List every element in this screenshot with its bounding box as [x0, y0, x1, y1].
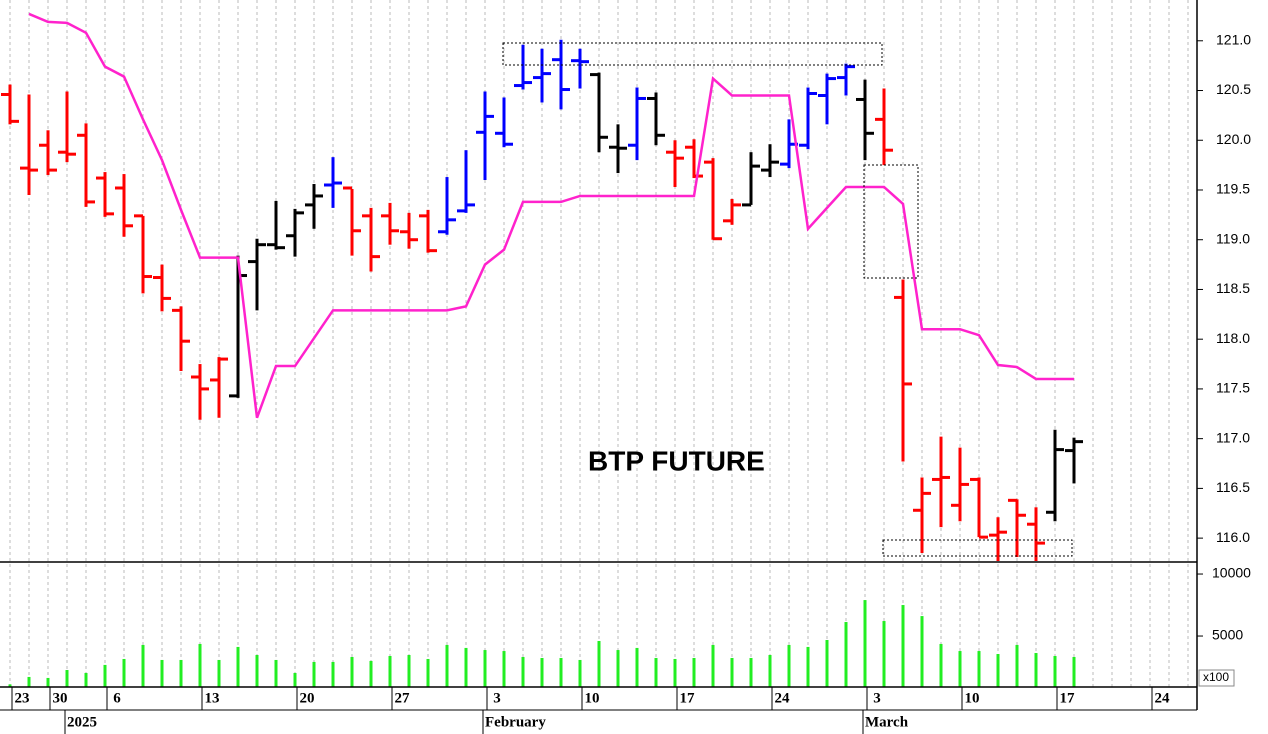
x-tick-label: 13 [205, 690, 220, 706]
volume-bar [654, 657, 658, 687]
range-box [882, 539, 1073, 557]
volume-bar [445, 644, 449, 687]
volume-bar [65, 670, 69, 687]
month-label: February [485, 714, 546, 730]
volume-bar [312, 661, 316, 687]
volume-bar [350, 656, 354, 687]
x-tick-label: 3 [873, 690, 881, 706]
volume-bar [236, 646, 240, 687]
volume-bar [958, 651, 962, 687]
volume-bar [331, 661, 335, 687]
volume-bar [844, 622, 848, 687]
volume-bar [806, 646, 810, 687]
volume-bar [141, 644, 145, 687]
volume-bar [578, 659, 582, 687]
x-tick-label: 17 [680, 690, 696, 706]
volume-bar [749, 657, 753, 687]
month-label: March [865, 714, 909, 730]
y-tick-label: 120.0 [1216, 131, 1251, 147]
volume-bar [730, 657, 734, 687]
volume-bar [8, 684, 12, 687]
x-tick-label: 6 [113, 690, 121, 706]
y-tick-label: 10000 [1212, 565, 1251, 581]
range-box [502, 42, 883, 66]
volume-bar [692, 657, 696, 687]
volume-bar [521, 656, 525, 687]
volume-bar [483, 650, 487, 687]
volume-bar [122, 658, 126, 687]
month-label: 2025 [67, 714, 97, 730]
y-tick-label: 118.5 [1216, 280, 1250, 296]
volume-bar [84, 672, 88, 687]
y-tick-label: 116.5 [1216, 479, 1250, 495]
x-tick-label: 17 [1060, 690, 1076, 706]
y-tick-label: 120.5 [1216, 81, 1251, 97]
volume-bar [825, 640, 829, 687]
x-tick-label: 30 [53, 690, 68, 706]
volume-bar [46, 677, 50, 687]
volume-bar [635, 647, 639, 687]
volume-bar [559, 657, 563, 687]
y-tick-label: 119.0 [1216, 230, 1250, 246]
range-box [863, 164, 919, 279]
x-tick-label: 23 [15, 690, 30, 706]
x-tick-label: 10 [965, 690, 980, 706]
x-tick-label: 20 [300, 690, 315, 706]
x-tick-label: 10 [585, 690, 600, 706]
volume-bar [920, 616, 924, 687]
volume-bar [616, 650, 620, 687]
unit-box [1198, 669, 1235, 687]
volume-bar [179, 659, 183, 687]
volume-bar [1072, 656, 1076, 687]
stop-line [28, 12, 1074, 419]
volume-bar [711, 644, 715, 687]
y-tick-label: 118.0 [1216, 330, 1250, 346]
volume-bar [369, 660, 373, 687]
volume-bar [198, 643, 202, 687]
volume-bar [464, 647, 468, 687]
y-tick-label: 121.0 [1216, 31, 1251, 47]
volume-bar [996, 654, 1000, 687]
volume-bar [768, 655, 772, 687]
volume-bar [597, 640, 601, 687]
volume-bar [863, 600, 867, 687]
volume-bar [787, 644, 791, 687]
x-tick-label: 24 [1155, 690, 1171, 706]
volume-bar [673, 658, 677, 687]
volume-bar [407, 655, 411, 687]
volume-bar [1053, 655, 1057, 687]
x-tick-label: 24 [775, 690, 791, 706]
volume-bar [1015, 644, 1019, 687]
volume-bar [274, 659, 278, 687]
y-tick-label: 117.5 [1216, 380, 1250, 396]
y-tick-label: 116.0 [1216, 529, 1250, 545]
volume-bar [293, 672, 297, 687]
y-tick-label: 117.0 [1216, 429, 1250, 445]
volume-bar [882, 621, 886, 687]
volume-bar [540, 657, 544, 687]
x-tick-label: 27 [395, 690, 411, 706]
x-tick-label: 3 [493, 690, 501, 706]
volume-bar [502, 651, 506, 687]
volume-bar [977, 651, 981, 687]
volume-bar [426, 658, 430, 687]
volume-bar [901, 605, 905, 687]
volume-bar [103, 664, 107, 687]
volume-bar [27, 676, 31, 687]
annotation: BTP FUTURE [588, 445, 765, 476]
volume-bar [388, 655, 392, 687]
unit-label: x100 [1203, 670, 1229, 684]
volume-bar [1034, 653, 1038, 687]
y-tick-label: 5000 [1212, 627, 1243, 643]
volume-bar [160, 659, 164, 687]
volume-bar [939, 643, 943, 687]
volume-bar [255, 655, 259, 687]
y-tick-label: 119.5 [1216, 181, 1250, 197]
plot: 116.0 116.5 117.0 117.5 118.0 118.5 119.0 119.5… [1, 12, 1251, 734]
volume-bar [217, 659, 221, 687]
